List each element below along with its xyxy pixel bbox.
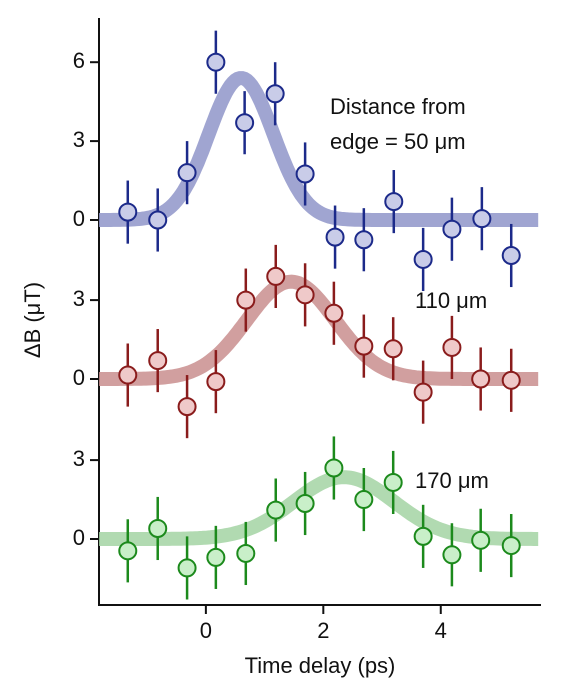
data-point	[325, 227, 345, 247]
data-point	[177, 558, 197, 578]
data-point	[472, 209, 492, 229]
data-point	[235, 113, 255, 133]
data-point	[118, 202, 138, 222]
fit-curve	[99, 470, 539, 546]
data-point	[442, 337, 462, 357]
data-point	[118, 541, 138, 561]
data-point	[501, 370, 521, 390]
fit-curve	[99, 71, 539, 227]
data-point	[265, 84, 285, 104]
y-tick-label: 0	[73, 206, 85, 231]
data-point	[295, 164, 315, 184]
data-point	[177, 163, 197, 183]
annotation: 170 μm	[415, 468, 489, 493]
annotation: Distance from	[330, 94, 466, 119]
data-point	[413, 382, 433, 402]
data-point	[148, 518, 168, 538]
x-tick-label: 0	[200, 618, 212, 643]
x-axis-label: Time delay (ps)	[245, 653, 396, 678]
fit-curve	[99, 274, 539, 386]
data-point	[471, 530, 491, 550]
data-point	[354, 336, 374, 356]
data-point	[295, 285, 315, 305]
data-point	[442, 219, 462, 239]
data-point	[206, 547, 226, 567]
x-tick-label: 4	[435, 618, 447, 643]
data-point	[148, 351, 168, 371]
data-point	[384, 192, 404, 212]
annotation: 110 μm	[415, 288, 487, 313]
y-tick-label: 0	[73, 525, 85, 550]
data-point	[118, 365, 138, 385]
data-point	[413, 526, 433, 546]
data-point	[148, 210, 168, 230]
data-point	[354, 230, 374, 250]
data-point	[354, 490, 374, 510]
data-point	[236, 543, 256, 563]
data-point	[501, 246, 521, 266]
y-tick-label: 0	[73, 365, 85, 390]
data-point	[501, 536, 521, 556]
y-axis-label: ΔB (μT)	[20, 282, 45, 358]
y-tick-label: 6	[73, 48, 85, 73]
data-point	[206, 372, 226, 392]
y-tick-label: 3	[73, 127, 85, 152]
data-point	[383, 472, 403, 492]
annotation: edge = 50 μm	[330, 129, 466, 154]
data-point	[324, 458, 344, 478]
data-point	[383, 339, 403, 359]
data-point	[206, 52, 226, 72]
data-point	[177, 397, 197, 417]
data-point	[324, 303, 344, 323]
data-point	[236, 290, 256, 310]
data-point	[413, 249, 433, 269]
x-tick-label: 2	[317, 618, 329, 643]
y-tick-label: 3	[73, 286, 85, 311]
y-tick-label: 3	[73, 446, 85, 471]
data-point	[442, 545, 462, 565]
data-point	[266, 266, 286, 286]
data-point	[266, 500, 286, 520]
data-point	[471, 369, 491, 389]
data-point	[295, 493, 315, 513]
